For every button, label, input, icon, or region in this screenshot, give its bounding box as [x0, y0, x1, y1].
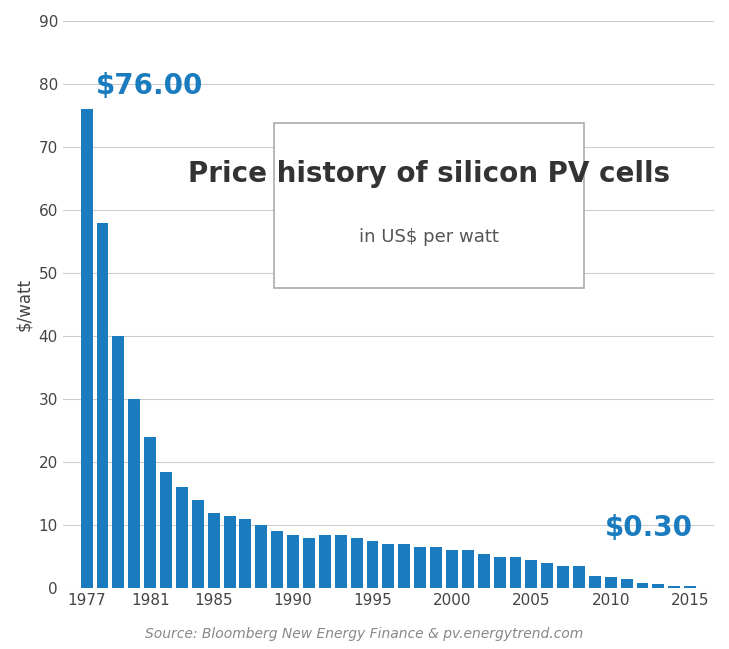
Bar	[192, 500, 203, 588]
Text: Source: Bloomberg New Energy Finance & pv.energytrend.com: Source: Bloomberg New Energy Finance & p…	[145, 627, 584, 641]
Bar	[335, 535, 347, 588]
Bar	[605, 577, 617, 588]
Bar	[668, 585, 680, 588]
Bar	[652, 584, 664, 588]
Bar	[112, 336, 125, 588]
Bar	[81, 109, 93, 588]
Bar	[541, 563, 553, 588]
Bar	[176, 487, 188, 588]
Bar	[240, 519, 252, 588]
Bar	[477, 554, 490, 588]
Text: $0.30: $0.30	[605, 514, 693, 543]
Text: in US$ per watt: in US$ per watt	[359, 228, 499, 245]
Bar	[573, 566, 585, 588]
Bar	[144, 437, 156, 588]
Bar	[557, 566, 569, 588]
Bar	[128, 399, 140, 588]
Bar	[255, 525, 268, 588]
Bar	[462, 550, 474, 588]
Bar	[510, 557, 521, 588]
Bar	[96, 223, 109, 588]
Bar	[430, 547, 442, 588]
Bar	[398, 544, 410, 588]
Bar	[383, 544, 394, 588]
Bar	[526, 560, 537, 588]
Bar	[208, 513, 219, 588]
Bar	[224, 516, 235, 588]
Text: Price history of silicon PV cells: Price history of silicon PV cells	[188, 160, 670, 188]
Text: $76.00: $76.00	[96, 72, 203, 100]
Bar	[271, 532, 283, 588]
Bar	[446, 550, 458, 588]
Bar	[414, 547, 426, 588]
Bar	[620, 580, 633, 588]
Y-axis label: $/watt: $/watt	[15, 278, 33, 331]
Bar	[319, 535, 331, 588]
Bar	[303, 538, 315, 588]
Bar	[160, 472, 172, 588]
Bar	[494, 557, 505, 588]
Bar	[287, 535, 299, 588]
Bar	[589, 576, 601, 588]
Bar	[351, 538, 362, 588]
FancyBboxPatch shape	[274, 123, 584, 288]
Bar	[685, 586, 696, 588]
Bar	[636, 583, 649, 588]
Bar	[367, 541, 378, 588]
